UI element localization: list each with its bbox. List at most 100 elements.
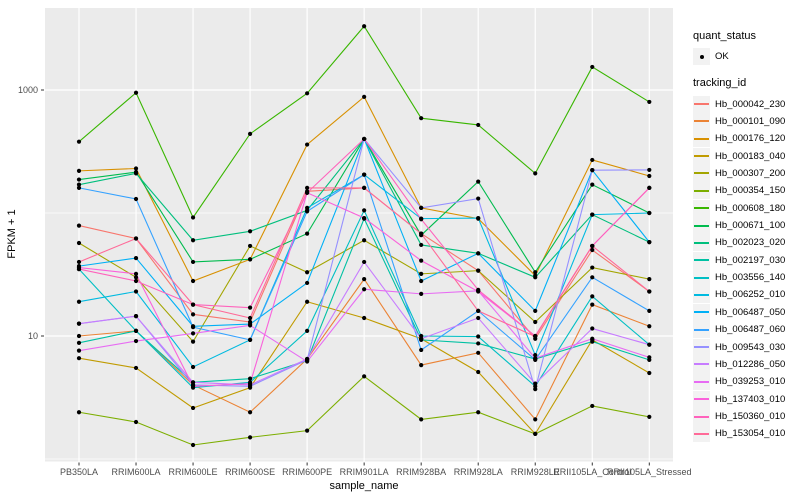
data-point — [247, 376, 253, 381]
legend-label: Hb_006252_010 — [715, 289, 786, 301]
legend-swatch — [693, 130, 710, 148]
data-point — [305, 428, 310, 433]
legend-swatch — [693, 425, 710, 443]
data-point — [362, 374, 367, 379]
legend-swatch — [693, 112, 710, 130]
legend-item: Hb_000354_150 — [693, 182, 799, 200]
data-point — [476, 315, 481, 321]
data-point — [533, 270, 538, 275]
legend-line-icon — [694, 189, 709, 192]
data-point — [419, 231, 424, 236]
legend-swatch — [693, 390, 710, 408]
data-point — [647, 167, 652, 173]
legend-swatch — [693, 199, 710, 217]
legend-item: Hb_012286_050 — [693, 355, 799, 373]
x-axis-title: sample_name — [329, 480, 398, 492]
data-point — [647, 173, 652, 179]
data-point — [590, 403, 595, 409]
data-point — [362, 259, 367, 265]
data-point — [647, 210, 652, 216]
legend-item: Hb_006487_060 — [693, 321, 799, 339]
x-tick-label: RRIM928BA — [396, 467, 446, 477]
legend-item: Hb_000307_200 — [693, 164, 799, 182]
legend-line-icon — [694, 380, 709, 383]
legend-label: Hb_006487_050 — [715, 306, 786, 318]
data-point — [247, 315, 253, 321]
data-point — [247, 305, 253, 310]
legend-item-quant-ok: OK — [693, 48, 799, 66]
data-point — [247, 337, 253, 342]
data-point — [476, 179, 481, 184]
data-point — [647, 239, 652, 245]
legend-key-ok — [693, 48, 710, 66]
data-point — [419, 417, 424, 422]
legend-label: Hb_000042_230 — [715, 98, 786, 110]
legend-item: Hb_002197_030 — [693, 251, 799, 269]
data-point — [247, 323, 253, 328]
legend-line-icon — [694, 432, 709, 435]
legend-title-quant-status: quant_status — [693, 30, 756, 42]
y-tick-label: 1000 — [18, 85, 38, 95]
data-point — [647, 414, 652, 419]
legend-title-tracking-id: tracking_id — [693, 77, 747, 90]
data-point — [476, 122, 481, 128]
data-point — [362, 208, 367, 213]
y-axis-title: FPKM + 1 — [6, 209, 18, 258]
data-point — [419, 205, 424, 211]
legend-swatch — [693, 234, 710, 252]
data-point — [76, 340, 82, 345]
legend-swatch — [693, 286, 710, 304]
legend-swatch — [693, 269, 710, 287]
legend-item: Hb_006252_010 — [693, 286, 799, 304]
x-tick-label: RRIM600LE — [169, 467, 218, 477]
data-point — [133, 171, 139, 176]
data-point — [419, 116, 424, 121]
data-point — [76, 333, 82, 339]
data-point — [362, 315, 367, 321]
x-tick-label: RRIM600LA — [112, 467, 161, 477]
data-point — [247, 381, 253, 386]
legend-line-icon — [694, 398, 709, 401]
data-point — [647, 99, 652, 105]
legend-item: Hb_002023_020 — [693, 234, 799, 252]
data-point — [533, 308, 538, 313]
legend-item: Hb_009543_030 — [693, 338, 799, 356]
legend-line-icon — [694, 241, 709, 244]
data-point — [247, 435, 253, 440]
legend-item: Hb_137403_010 — [693, 390, 799, 408]
legend-label: Hb_000101_090 — [715, 115, 786, 127]
legend-line-icon — [694, 328, 709, 331]
data-point — [362, 287, 367, 292]
data-point — [362, 24, 367, 29]
data-point — [362, 136, 367, 142]
data-point — [190, 312, 196, 317]
data-point — [190, 259, 196, 265]
legend-swatch — [693, 355, 710, 373]
legend-label: Hb_009543_030 — [715, 341, 786, 353]
legend-item: Hb_000176_120 — [693, 130, 799, 148]
data-point — [133, 271, 139, 276]
data-point — [476, 410, 481, 415]
legend-items: Hb_000042_230 Hb_000101_090 Hb_000176_120 H… — [693, 95, 799, 443]
data-point — [476, 287, 481, 293]
data-point — [247, 229, 253, 234]
legend-label: Hb_002023_020 — [715, 237, 786, 249]
data-point — [133, 338, 139, 344]
data-point — [419, 278, 424, 284]
y-tick-label: 10 — [28, 331, 38, 341]
data-point — [647, 308, 652, 313]
data-point — [419, 347, 424, 353]
legend-line-icon — [694, 276, 709, 279]
legend-label: Hb_000176_120 — [715, 133, 786, 145]
data-point — [419, 336, 424, 341]
data-point — [133, 90, 139, 95]
data-point — [419, 291, 424, 296]
legend-label: Hb_000307_200 — [715, 167, 786, 179]
legend-item: Hb_000608_180 — [693, 199, 799, 217]
legend-label: Hb_153054_010 — [715, 428, 786, 440]
data-point — [590, 294, 595, 299]
legend-item: Hb_000183_040 — [693, 147, 799, 165]
data-point — [647, 355, 652, 360]
data-point — [305, 209, 310, 214]
data-point — [305, 328, 310, 334]
